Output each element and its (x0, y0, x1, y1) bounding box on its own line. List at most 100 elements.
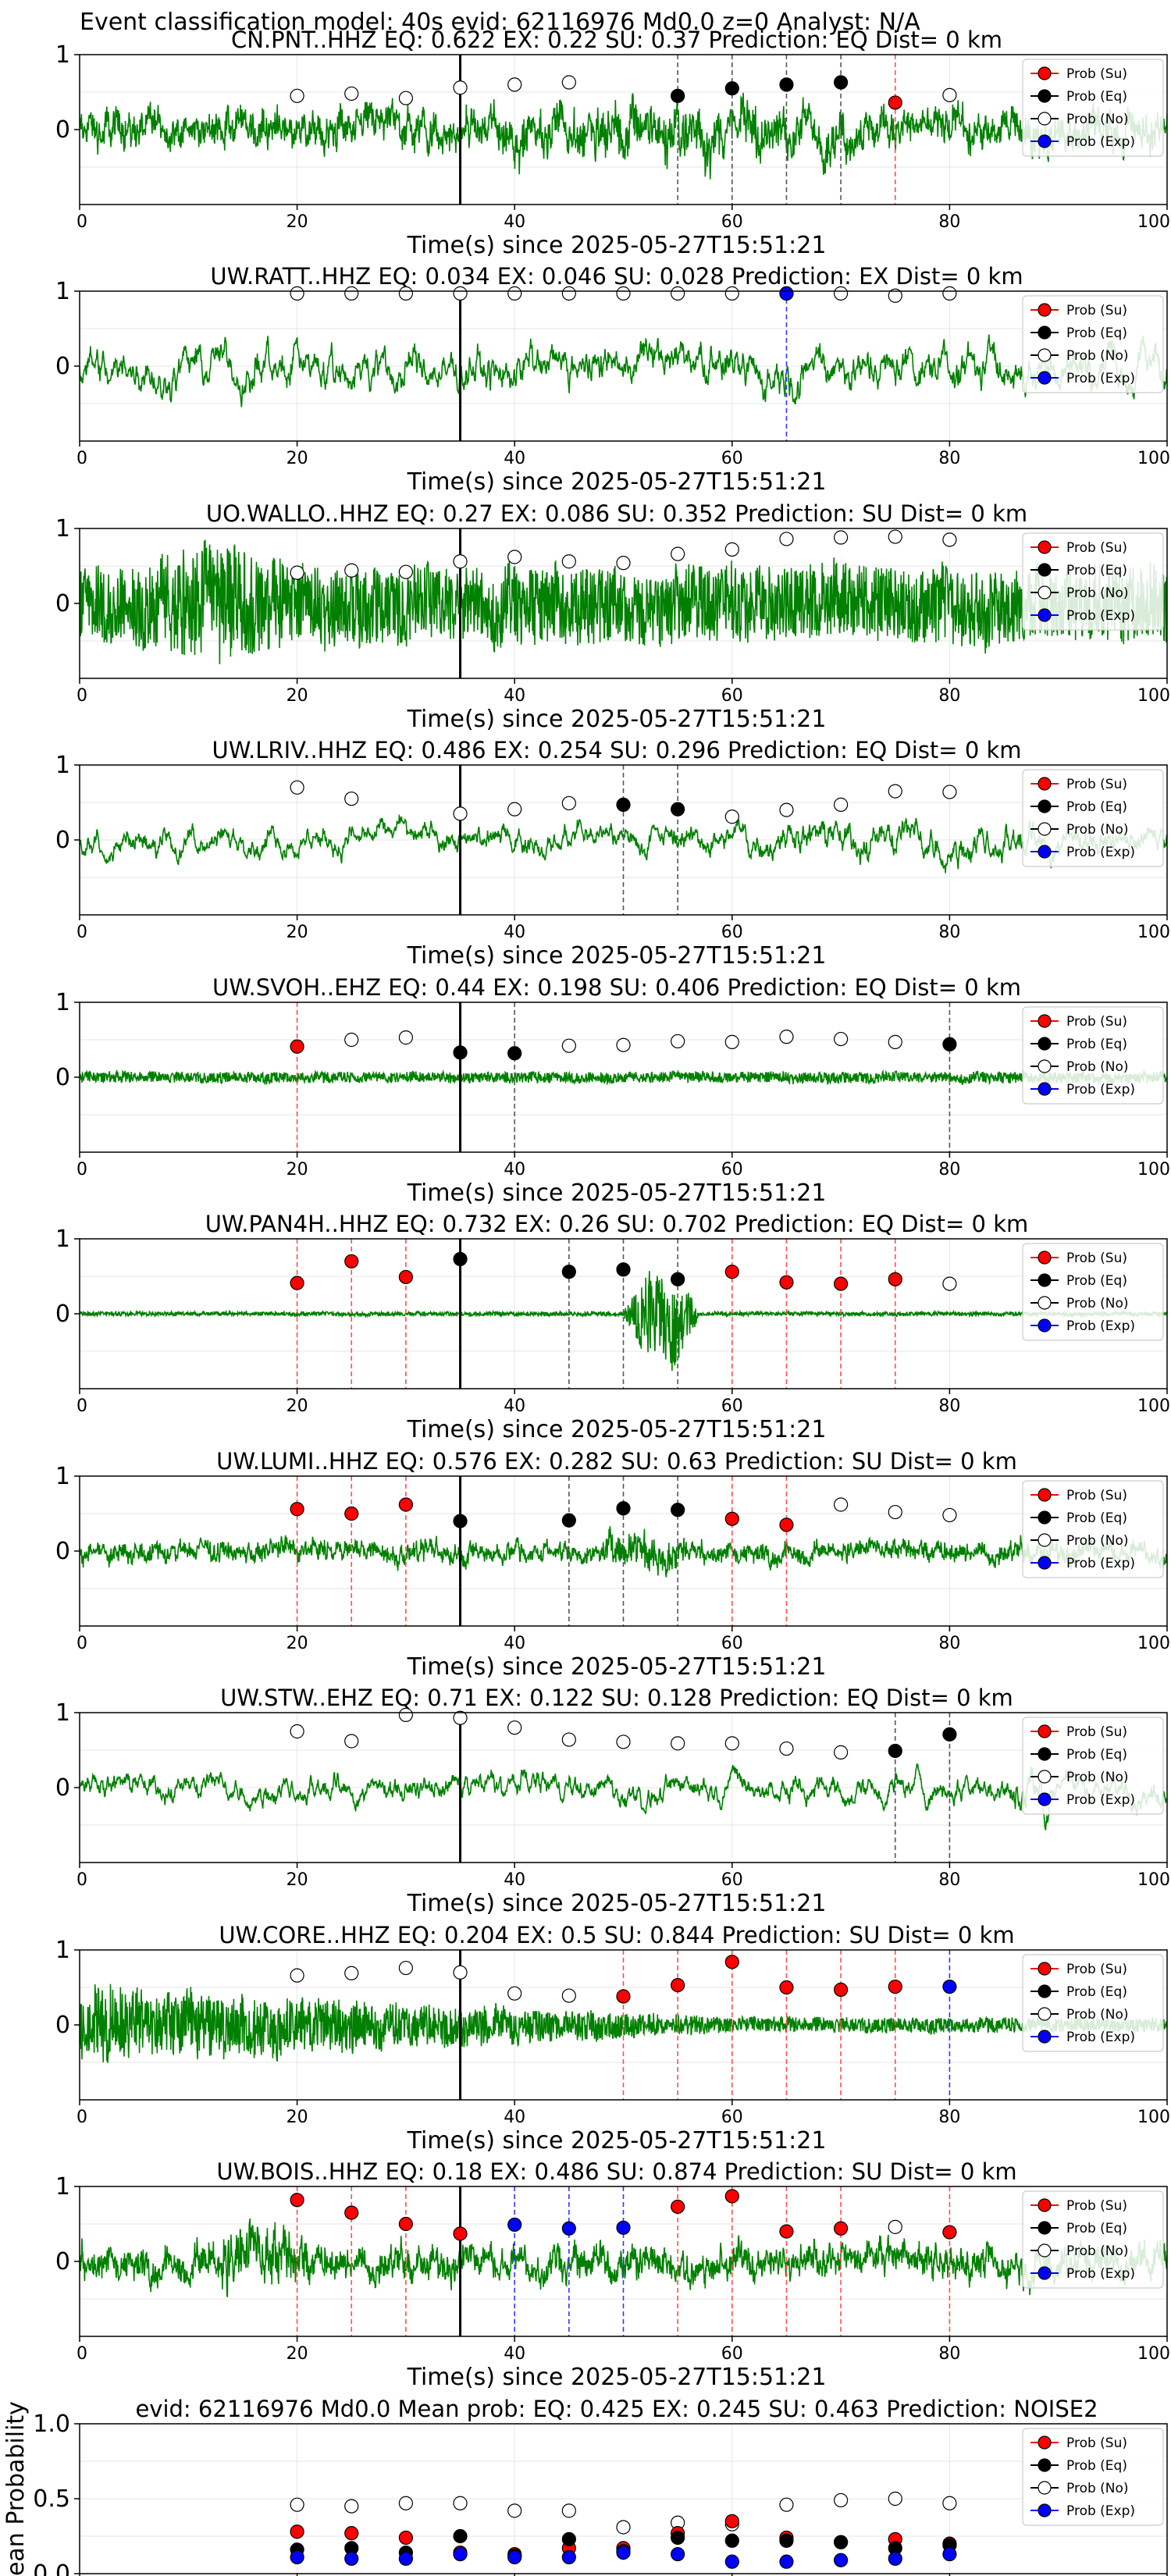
x-tick-label: 0 (77, 2344, 87, 2364)
legend-label: Prob (No) (1066, 2007, 1129, 2023)
prob-no-marker (561, 286, 576, 301)
prob-exp-marker (561, 2549, 576, 2564)
legend-box (1022, 1006, 1164, 1105)
x-tick-label: 20 (287, 923, 308, 942)
prob-su-marker (616, 1989, 631, 2004)
legend-label: Prob (Su) (1066, 66, 1127, 82)
x-tick-label: 40 (504, 212, 525, 232)
prob-exp-marker (398, 2551, 414, 2566)
legend-label: Prob (Exp) (1066, 845, 1135, 860)
prob-no-marker (833, 1497, 849, 1512)
legend-marker (1038, 1082, 1052, 1096)
y-tick-label: 0 (55, 116, 70, 144)
prob-no-marker (344, 563, 359, 578)
prob-eq-marker (779, 2533, 794, 2548)
legend-marker (1038, 1533, 1052, 1547)
legend-box (1022, 1480, 1164, 1578)
prob-su-marker (779, 2224, 794, 2239)
prob-su-marker (398, 1269, 414, 1285)
prob-no-marker (833, 797, 849, 812)
x-tick-label: 80 (938, 1634, 960, 1653)
legend-label: Prob (Exp) (1066, 1556, 1135, 1571)
x-tick-label: 60 (721, 1870, 743, 1890)
x-axis-label: Time(s) since 2025-05-27T15:51:21 (407, 1653, 827, 1681)
legend-marker (1038, 1510, 1052, 1525)
prob-eq-marker (671, 88, 685, 103)
x-tick-label: 40 (504, 2344, 525, 2364)
legend-label: Prob (Exp) (1066, 1318, 1135, 1334)
legend-label: Prob (Su) (1066, 2198, 1127, 2214)
x-tick-label: 80 (938, 449, 960, 468)
legend-label: Prob (Eq) (1066, 326, 1127, 341)
x-tick-label: 60 (721, 2108, 743, 2127)
legend-label: Prob (Su) (1066, 1251, 1127, 1266)
legend: Prob (Su) Prob (Eq) Prob (No) Prob (Exp) (1022, 769, 1164, 867)
prob-no-marker (398, 1960, 414, 1976)
subplot-title: UW.CORE..HHZ EQ: 0.204 EX: 0.5 SU: 0.844… (219, 1922, 1014, 1948)
legend-marker (1038, 540, 1052, 554)
y-tick-label: 1 (55, 515, 70, 543)
waveform-line (80, 1526, 1167, 1578)
prob-no-marker (724, 809, 739, 824)
prob-su-marker (724, 1265, 739, 1279)
x-tick-label: 0 (77, 1160, 87, 1179)
prob-su-marker (888, 1272, 902, 1286)
prob-no-marker (344, 792, 359, 806)
legend-box (1022, 2428, 1164, 2526)
prob-eq-marker (453, 1045, 468, 1060)
y-tick-label: 0 (55, 353, 70, 380)
waveform-line (80, 539, 1167, 664)
prob-no-marker (290, 1724, 304, 1739)
legend-label: Prob (Su) (1066, 1724, 1127, 1740)
legend-label: Prob (Eq) (1066, 563, 1127, 578)
legend-label: Prob (Su) (1066, 540, 1127, 556)
prob-no-marker (398, 286, 414, 301)
x-axis-label: Time(s) since 2025-05-27T15:51:21 (407, 2364, 827, 2391)
subplot-title: UW.RATT..HHZ EQ: 0.034 EX: 0.046 SU: 0.0… (210, 263, 1023, 290)
prob-no-marker (616, 1735, 631, 1749)
y-tick-label: 0 (55, 827, 70, 854)
legend: Prob (Su) Prob (Eq) Prob (No) Prob (Exp) (1022, 2428, 1164, 2526)
prob-no-marker (888, 2491, 902, 2507)
prob-no-marker (344, 1966, 359, 1980)
legend-label: Prob (Exp) (1066, 2266, 1135, 2282)
prob-no-marker (724, 286, 739, 301)
prob-no-marker (344, 286, 359, 301)
y-tick-label: 1 (55, 2173, 70, 2201)
legend: Prob (Su) Prob (Eq) Prob (No) Prob (Exp) (1022, 295, 1164, 393)
y-tick-label: 1 (55, 278, 70, 305)
legend-box (1022, 1954, 1164, 2052)
legend-label: Prob (Eq) (1066, 2221, 1127, 2236)
y-axis-label: Mean Probability (2, 2401, 30, 2576)
subplot: 0 20 40 60 80 100 0 1 UW.RATT..HHZ EQ: 0.034 EX:… (55, 263, 1170, 496)
prob-su-marker (833, 2221, 849, 2236)
prob-su-marker (724, 2189, 739, 2204)
x-tick-label: 80 (938, 1397, 960, 1416)
legend: Prob (Su) Prob (Eq) Prob (No) Prob (Exp) (1022, 1480, 1164, 1578)
prob-su-marker (453, 2226, 468, 2241)
legend-marker (1038, 1556, 1052, 1570)
x-tick-label: 100 (1137, 1870, 1170, 1890)
waveform-line (80, 1763, 1167, 1831)
prob-no-marker (942, 286, 957, 301)
legend-label: Prob (Su) (1066, 1014, 1127, 1030)
prob-no-marker (671, 546, 685, 561)
prob-eq-marker (453, 1514, 468, 1528)
prob-exp-marker (453, 2546, 468, 2562)
legend: Prob (Su) Prob (Eq) Prob (No) Prob (Exp) (1022, 59, 1164, 157)
x-tick-label: 0 (77, 1870, 87, 1890)
legend-label: Prob (Su) (1066, 303, 1127, 318)
x-tick-label: 60 (721, 1397, 743, 1416)
prob-no-marker (398, 1030, 414, 1045)
prob-no-marker (290, 1968, 304, 1983)
legend-label: Prob (No) (1066, 1059, 1129, 1075)
x-tick-label: 100 (1137, 923, 1170, 942)
legend: Prob (Su) Prob (Eq) Prob (No) Prob (Exp) (1022, 1717, 1164, 1815)
x-tick-label: 0 (77, 1397, 87, 1416)
x-tick-label: 100 (1137, 449, 1170, 468)
prob-no-marker (942, 532, 957, 547)
legend-label: Prob (No) (1066, 822, 1129, 838)
x-tick-label: 20 (287, 2108, 308, 2127)
x-tick-label: 100 (1137, 1634, 1170, 1653)
y-tick-label: 0 (55, 1538, 70, 1565)
